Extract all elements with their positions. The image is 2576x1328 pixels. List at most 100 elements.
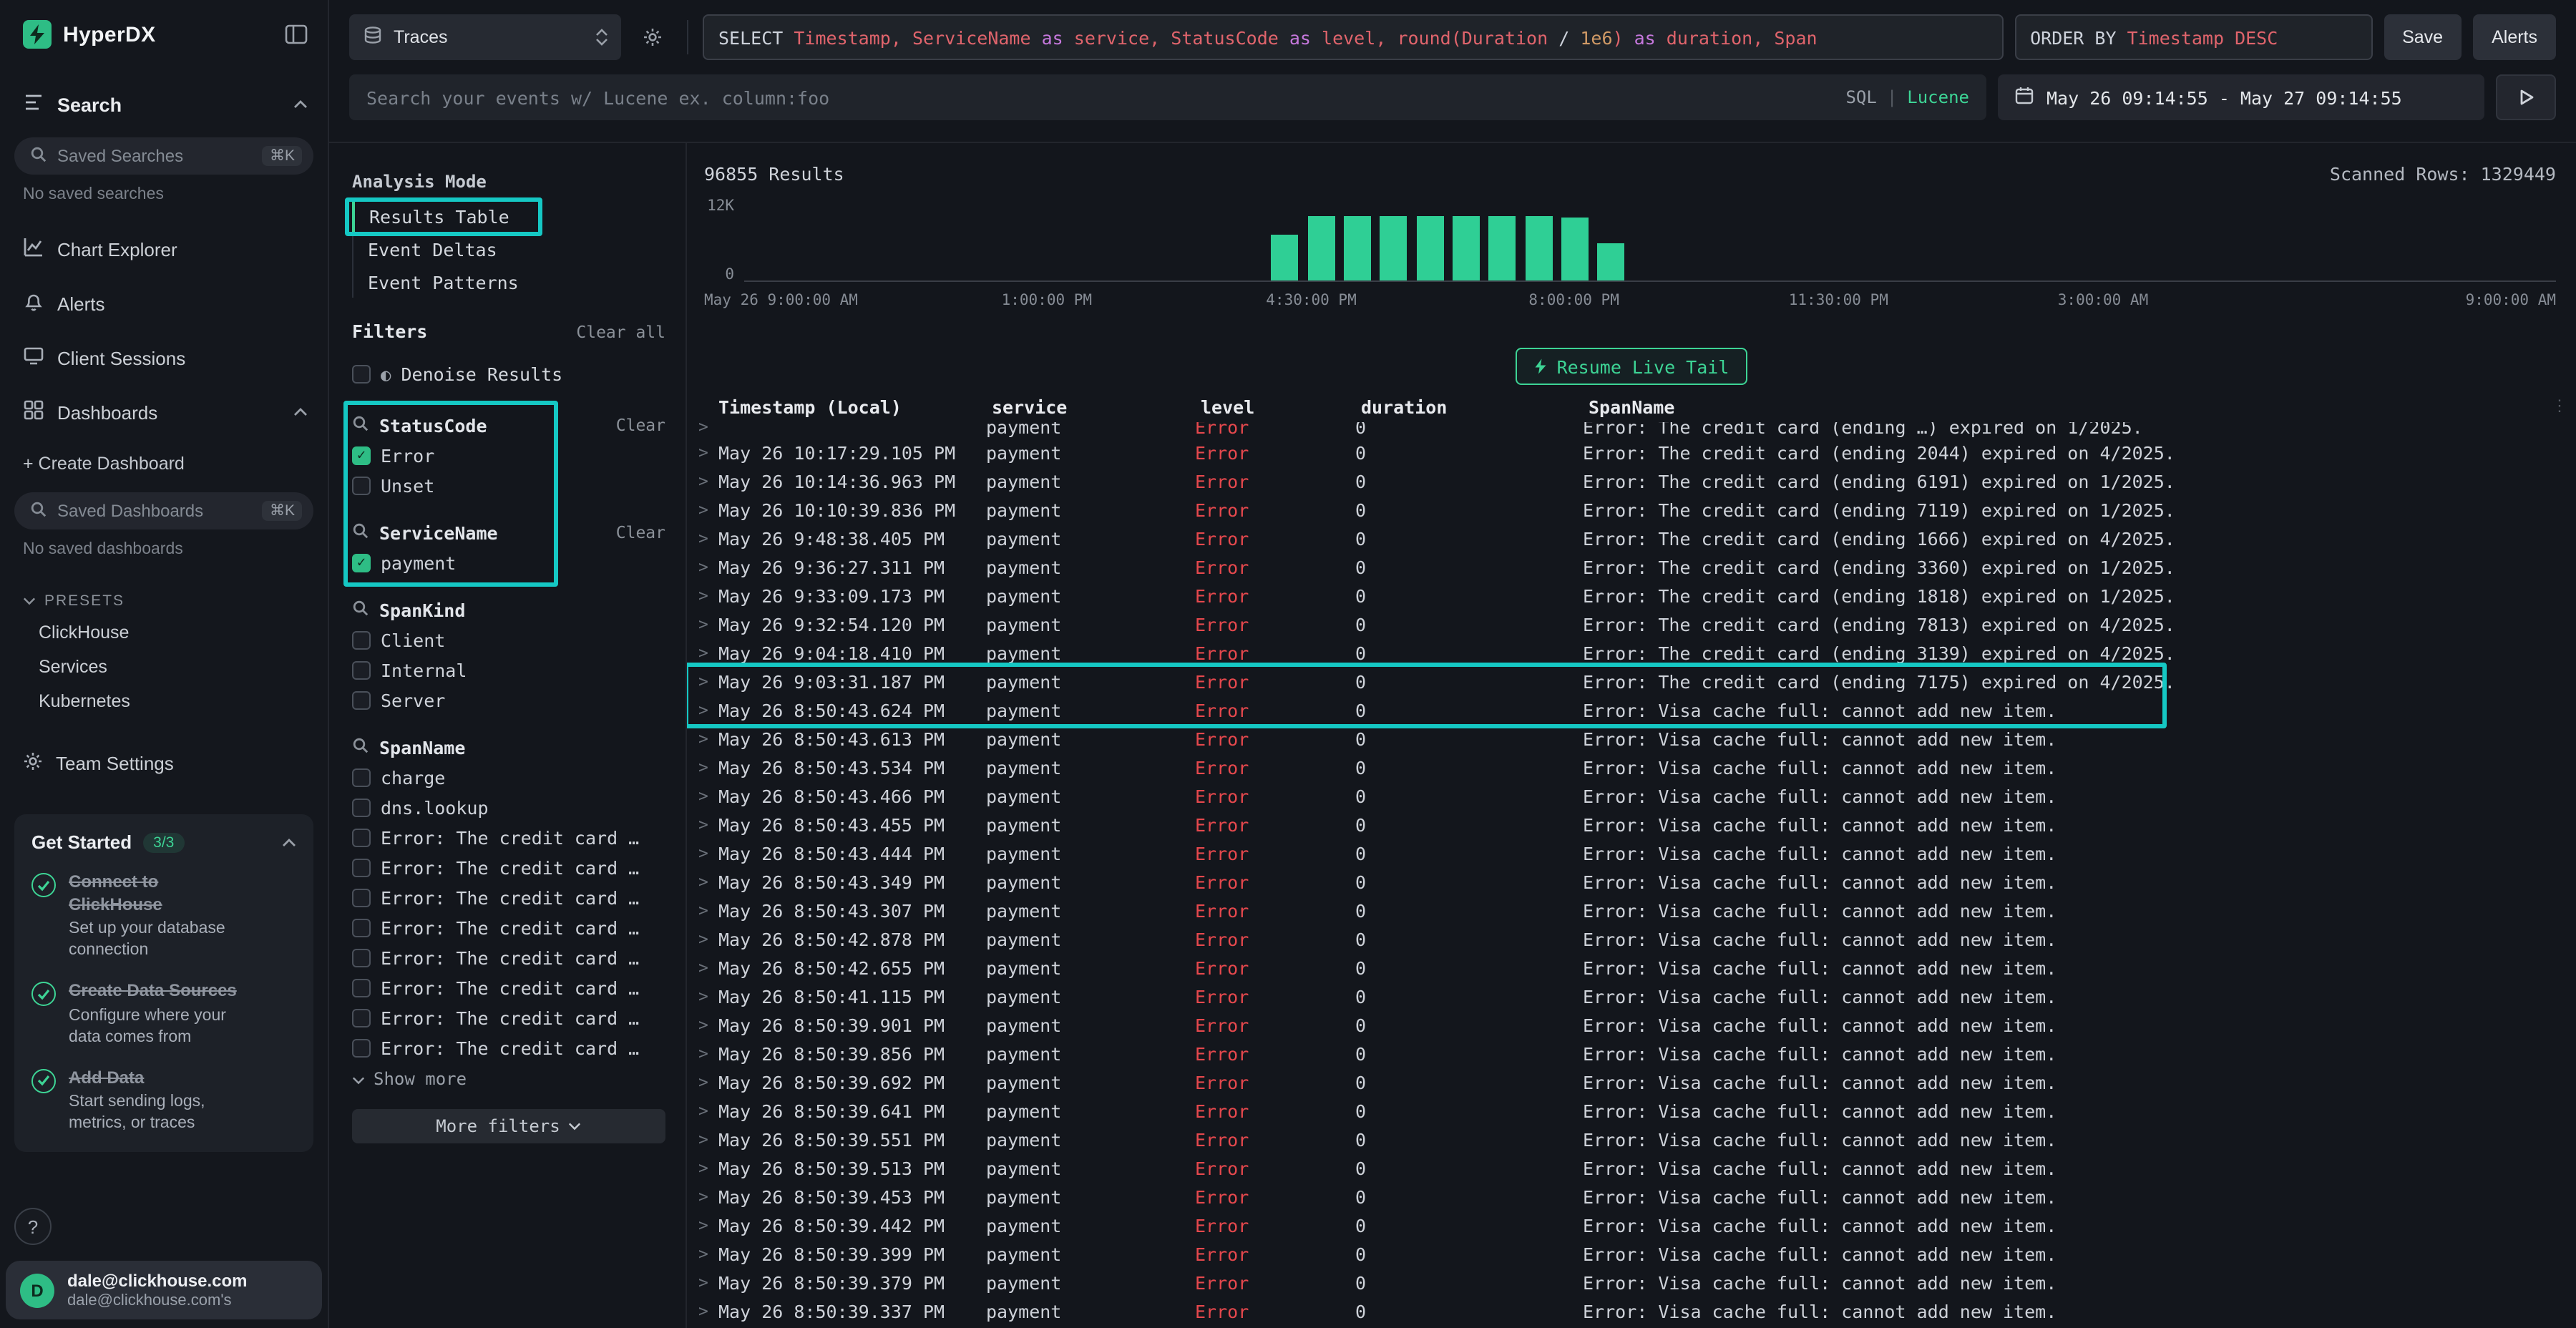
row-expand-icon[interactable]: > xyxy=(698,557,708,577)
row-expand-icon[interactable]: > xyxy=(698,900,708,920)
table-row[interactable]: > May 26 8:50:39.337 PM payment Error 0 Error… xyxy=(687,1297,2576,1325)
histogram-bar[interactable] xyxy=(1597,243,1625,280)
more-filters-button[interactable]: More filters xyxy=(352,1109,665,1143)
table-row[interactable]: > May 26 8:50:39.641 PM payment Error 0 Error… xyxy=(687,1096,2576,1125)
table-row[interactable]: > May 26 8:50:39.513 PM payment Error 0 Error… xyxy=(687,1153,2576,1182)
row-expand-icon[interactable]: > xyxy=(698,1043,708,1063)
filter-option[interactable]: ✓ Error: The credit card … xyxy=(352,913,665,943)
save-button[interactable]: Save xyxy=(2384,14,2462,60)
table-row[interactable]: > May 26 8:50:39.453 PM payment Error 0 Error… xyxy=(687,1182,2576,1211)
sidebar-item-search[interactable]: Search xyxy=(0,80,328,129)
histogram-bar[interactable] xyxy=(1453,215,1480,280)
table-row[interactable]: > May 26 8:50:43.455 PM payment Error 0 Error… xyxy=(687,810,2576,839)
filter-option[interactable]: ✓ Error: The credit card … xyxy=(352,883,665,913)
table-row[interactable]: > May 26 8:50:39.551 PM payment Error 0 Error… xyxy=(687,1125,2576,1153)
row-expand-icon[interactable]: > xyxy=(698,814,708,834)
row-expand-icon[interactable]: > xyxy=(698,1244,708,1264)
checkbox[interactable]: ✓ xyxy=(352,919,371,937)
table-row[interactable]: > May 26 10:10:39.836 PM payment Error 0 Erro… xyxy=(687,495,2576,524)
checkbox[interactable]: ✓ xyxy=(352,768,371,787)
table-row[interactable]: > May 26 9:03:31.187 PM payment Error 0 Error… xyxy=(687,667,2576,695)
row-expand-icon[interactable]: > xyxy=(698,1301,708,1321)
table-row[interactable]: > May 26 8:50:39.442 PM payment Error 0 Error… xyxy=(687,1211,2576,1239)
checkbox[interactable]: ✓ xyxy=(352,477,371,495)
row-expand-icon[interactable]: > xyxy=(698,757,708,777)
table-row[interactable]: > May 26 9:32:54.120 PM payment Error 0 Error… xyxy=(687,610,2576,638)
table-row[interactable]: > May 26 8:50:42.655 PM payment Error 0 Error… xyxy=(687,953,2576,982)
saved-searches-input[interactable]: Saved Searches ⌘K xyxy=(14,137,313,175)
row-expand-icon[interactable]: > xyxy=(698,422,708,436)
filter-option[interactable]: ✓ Error: The credit card … xyxy=(352,853,665,883)
sidebar-item-services[interactable]: Services xyxy=(39,657,107,677)
analysis-option-results-table[interactable]: Results Table xyxy=(345,197,543,236)
table-row[interactable]: > May 26 9:48:38.405 PM payment Error 0 Error… xyxy=(687,524,2576,552)
row-expand-icon[interactable]: > xyxy=(698,1100,708,1120)
filter-clear-button[interactable]: Clear xyxy=(615,522,665,542)
sql-orderby-input[interactable]: ORDER BY Timestamp DESC xyxy=(2014,14,2373,60)
checkbox[interactable]: ✓ xyxy=(352,554,371,572)
checkbox[interactable]: ✓ xyxy=(352,859,371,877)
filter-option[interactable]: ✓ Error: The credit card … xyxy=(352,943,665,973)
chevron-up-icon[interactable] xyxy=(293,100,308,109)
table-row[interactable]: > May 26 10:14:36.963 PM payment Error 0 Erro… xyxy=(687,467,2576,495)
checkbox[interactable]: ✓ xyxy=(352,365,371,384)
checklist-item[interactable]: Create Data Sources Configure where your … xyxy=(31,980,296,1048)
row-expand-icon[interactable]: > xyxy=(698,499,708,519)
table-row[interactable]: > May 26 10:17:29.105 PM payment Error 0 Erro… xyxy=(687,438,2576,467)
row-expand-icon[interactable]: > xyxy=(698,614,708,634)
checkbox[interactable]: ✓ xyxy=(352,446,371,465)
checklist-item[interactable]: Connect to ClickHouse Set up your databas… xyxy=(31,872,296,962)
row-expand-icon[interactable]: > xyxy=(698,929,708,949)
checkbox[interactable]: ✓ xyxy=(352,661,371,680)
histogram-bar[interactable] xyxy=(1344,215,1372,280)
column-header-duration[interactable]: ⋮duration xyxy=(1361,396,1448,417)
column-header-spanname[interactable]: ⋮SpanName xyxy=(1589,396,1675,417)
filter-option[interactable]: ✓ payment xyxy=(352,548,665,578)
date-range-picker[interactable]: May 26 09:14:55 - May 27 09:14:55 xyxy=(1998,74,2484,120)
filter-option[interactable]: ✓ Error xyxy=(352,441,665,471)
filter-option[interactable]: ✓ Internal xyxy=(352,655,665,685)
sidebar-item-clickhouse[interactable]: ClickHouse xyxy=(39,622,130,643)
saved-dashboards-input[interactable]: Saved Dashboards ⌘K xyxy=(14,492,313,529)
filter-option[interactable]: ✓ Error: The credit card … xyxy=(352,973,665,1003)
row-expand-icon[interactable]: > xyxy=(698,872,708,892)
histogram-bar[interactable] xyxy=(1416,215,1444,280)
row-expand-icon[interactable]: > xyxy=(698,986,708,1006)
sidebar-item-kubernetes[interactable]: Kubernetes xyxy=(39,691,130,711)
row-expand-icon[interactable]: > xyxy=(698,1272,708,1292)
checkbox[interactable]: ✓ xyxy=(352,829,371,847)
table-row[interactable]: > May 26 8:50:43.624 PM payment Error 0 Error… xyxy=(687,695,2576,724)
row-expand-icon[interactable]: > xyxy=(698,843,708,863)
denoise-checkbox[interactable]: ✓ ◐ Denoise Results xyxy=(352,359,665,389)
row-expand-icon[interactable]: > xyxy=(698,1186,708,1206)
table-row[interactable]: > May 26 8:50:39.856 PM payment Error 0 Error… xyxy=(687,1039,2576,1068)
sidebar-collapse-icon[interactable] xyxy=(285,24,308,44)
mode-lucene-toggle[interactable]: Lucene xyxy=(1907,87,1969,107)
histogram-bar[interactable] xyxy=(1561,218,1589,280)
row-expand-icon[interactable]: > xyxy=(698,700,708,720)
table-row[interactable]: > May 26 8:50:43.307 PM payment Error 0 Error… xyxy=(687,896,2576,924)
run-query-button[interactable] xyxy=(2496,74,2556,120)
histogram-bar[interactable] xyxy=(1307,215,1335,280)
table-row[interactable]: > May 26 9:36:27.311 PM payment Error 0 Error… xyxy=(687,552,2576,581)
sidebar-item-alerts[interactable]: Alerts xyxy=(0,278,328,329)
row-expand-icon[interactable]: > xyxy=(698,957,708,977)
table-row[interactable]: > May 26 8:50:41.115 PM payment Error 0 Error… xyxy=(687,982,2576,1010)
filter-option[interactable]: ✓ Error: The credit card … xyxy=(352,1003,665,1033)
event-search-input[interactable]: Search your events w/ Lucene ex. column:… xyxy=(349,74,1986,120)
filter-option[interactable]: ✓ Error: The credit card … xyxy=(352,1033,665,1063)
filter-option[interactable]: ✓ dns.lookup xyxy=(352,793,665,823)
create-dashboard-button[interactable]: + Create Dashboard xyxy=(23,454,185,474)
source-select[interactable]: Traces xyxy=(349,14,621,60)
table-row[interactable]: >May 26 8:50:39.298 PMpaymentError0Error… xyxy=(687,1325,2576,1328)
source-settings-button[interactable] xyxy=(633,14,673,60)
row-expand-icon[interactable]: > xyxy=(698,786,708,806)
sql-select-input[interactable]: SELECT Timestamp, ServiceName as service… xyxy=(703,14,2004,60)
row-expand-icon[interactable]: > xyxy=(698,1215,708,1235)
table-row[interactable]: > May 26 8:50:43.349 PM payment Error 0 Error… xyxy=(687,867,2576,896)
histogram-bar[interactable] xyxy=(1380,215,1407,280)
analysis-option-event-deltas[interactable]: Event Deltas xyxy=(368,239,497,260)
checkbox[interactable]: ✓ xyxy=(352,949,371,967)
histogram-bar[interactable] xyxy=(1525,215,1553,280)
user-menu[interactable]: D dale@clickhouse.com dale@clickhouse.co… xyxy=(6,1261,322,1319)
